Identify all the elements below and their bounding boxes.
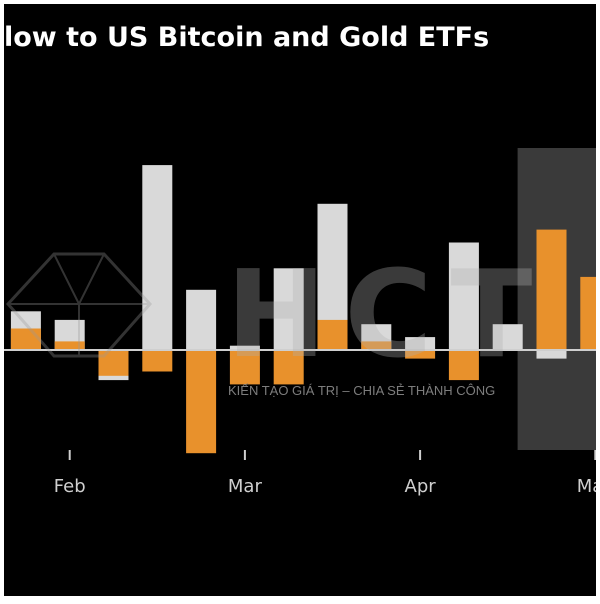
bitcoin-bar (186, 350, 217, 454)
x-tick-label: Feb (54, 476, 86, 497)
bitcoin-bar (361, 341, 392, 350)
bitcoin-bar (142, 350, 173, 372)
bitcoin-bar (405, 350, 436, 359)
watermark-tagline: KIẾN TẠO GIÁ TRỊ – CHIA SẺ THÀNH CÔNG (228, 383, 495, 398)
gold-bar (448, 242, 479, 350)
gold-bar (536, 350, 567, 359)
x-tick-label: Apr (405, 476, 437, 497)
bitcoin-bar (317, 319, 348, 350)
bitcoin-bar (536, 229, 567, 350)
watermark-diamond-icon (5, 252, 153, 358)
gold-bar (492, 324, 523, 350)
gold-bar (229, 345, 260, 350)
gold-bar (405, 337, 436, 350)
chart-panel: low to US Bitcoin and Gold ETFs Feb Mar Ap… (4, 4, 596, 596)
watermark-letters: HCT (226, 246, 550, 385)
x-tick-label: May (577, 476, 596, 497)
x-tick-label: Mar (228, 476, 263, 497)
watermark-logo: HCT (5, 246, 550, 385)
gold-bar (273, 268, 304, 350)
bitcoin-bar (10, 328, 41, 350)
gold-bar (186, 289, 217, 350)
watermark-diamond-line (53, 253, 105, 307)
bitcoin-bar (448, 350, 479, 381)
bitcoin-bar (229, 350, 260, 385)
bitcoin-bar (98, 350, 129, 376)
gold-bar (142, 165, 173, 350)
bitcoin-bar (273, 350, 304, 385)
bitcoin-bar (54, 341, 85, 350)
bitcoin-bar (580, 276, 596, 350)
chart-title: low to US Bitcoin and Gold ETFs (4, 22, 490, 53)
